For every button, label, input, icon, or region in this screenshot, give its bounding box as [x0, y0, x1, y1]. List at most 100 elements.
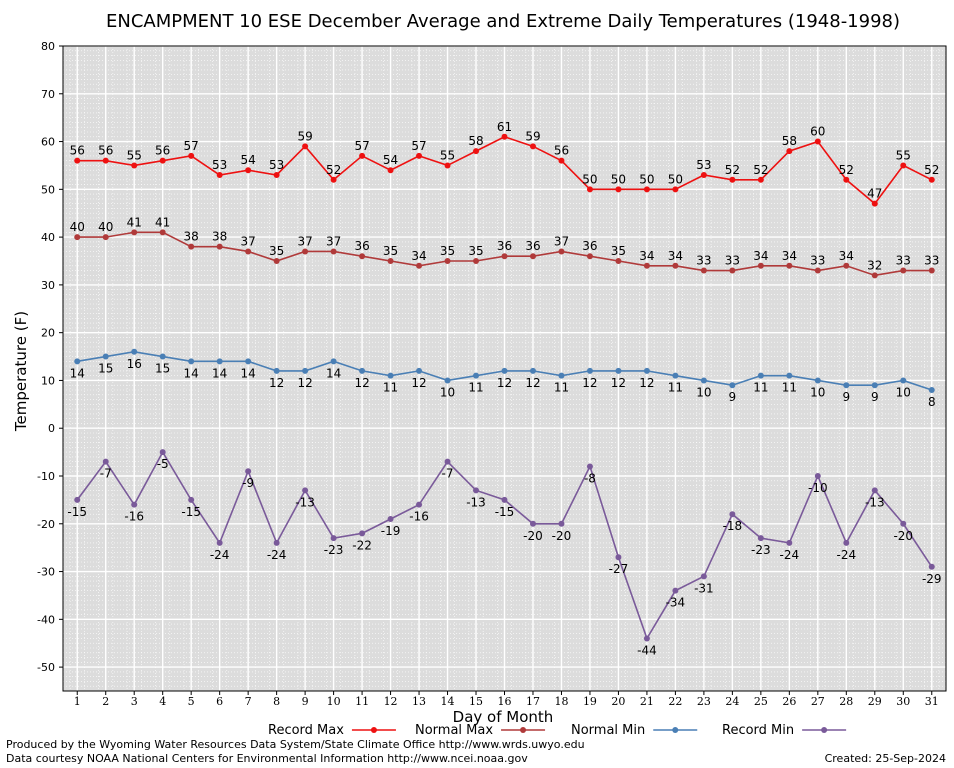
normal-min-data-label: 12 [497, 376, 512, 390]
legend-label: Normal Min [571, 723, 645, 738]
y-axis-label: Temperature (F) [12, 311, 30, 432]
x-tick-label: 7 [245, 695, 252, 708]
x-tick-label: 8 [273, 695, 280, 708]
normal-min-data-label: 12 [411, 376, 426, 390]
record-max-data-label: 50 [639, 172, 654, 186]
y-tick-label: -20 [37, 518, 55, 531]
record-max-point [444, 162, 451, 169]
record-min-data-label: -16 [409, 510, 429, 524]
record-min-point [814, 473, 821, 479]
normal-max-point [216, 243, 223, 250]
y-axis-ticks: 80 70 60 50 40 30 20 10 0 -10 -20 -30 -40 -50 [37, 40, 63, 674]
normal-min-point [302, 367, 309, 374]
normal-min-point [729, 382, 736, 389]
y-tick-label: 20 [41, 327, 55, 340]
normal-min-point [786, 372, 793, 379]
x-tick-label: 10 [327, 695, 341, 708]
y-tick-label: 10 [41, 374, 55, 387]
normal-min-point [102, 353, 109, 360]
normal-max-data-label: 33 [924, 254, 939, 268]
normal-max-point [928, 267, 935, 274]
normal-max-data-label: 41 [155, 215, 170, 229]
y-tick-label: -50 [37, 661, 55, 674]
y-tick-label: 60 [41, 136, 55, 149]
record-max-point [700, 172, 707, 178]
normal-max-data-label: 35 [383, 244, 398, 258]
normal-max-point [615, 258, 622, 264]
normal-max-data-label: 35 [611, 244, 626, 258]
record-max-point [330, 176, 337, 183]
record-max-point [643, 186, 650, 193]
record-min-point [102, 458, 109, 465]
x-tick-label: 3 [131, 695, 138, 708]
record-min-data-label: -10 [808, 481, 828, 495]
record-max-point [74, 157, 81, 164]
normal-max-point [871, 272, 878, 279]
normal-max-data-label: 34 [753, 249, 768, 263]
y-tick-label: 30 [41, 279, 55, 292]
normal-min-point [558, 372, 565, 379]
record-min-point [672, 587, 679, 594]
record-max-point [102, 157, 109, 164]
normal-min-data-label: 9 [842, 390, 850, 404]
normal-min-point [131, 348, 138, 355]
record-min-data-label: -27 [609, 562, 629, 576]
record-min-data-label: -44 [637, 643, 657, 657]
record-max-data-label: 52 [924, 163, 939, 177]
normal-max-data-label: 41 [127, 215, 142, 229]
normal-min-data-label: 11 [468, 381, 483, 395]
record-max-data-label: 50 [668, 172, 683, 186]
record-min-data-label: -24 [837, 548, 857, 562]
normal-max-data-label: 40 [70, 220, 85, 234]
x-axis-ticks: 1 2 3 4 5 6 7 8 9 10 11 12 13 14 15 16 17 18 19 20 21 22 23 24 2… [74, 691, 939, 708]
normal-min-point [928, 387, 935, 393]
x-tick-label: 21 [640, 695, 654, 708]
normal-max-data-label: 38 [212, 230, 227, 244]
legend-swatch-marker [370, 727, 377, 733]
record-min-data-label: -29 [922, 572, 942, 586]
normal-max-point [273, 258, 280, 264]
record-min-data-label: -20 [523, 529, 543, 543]
legend-swatch-marker [520, 727, 527, 733]
record-min-point [245, 468, 252, 475]
x-tick-label: 18 [554, 695, 568, 708]
legend-item-normal-max: Normal Max [415, 723, 546, 738]
record-min-point [900, 520, 907, 527]
normal-max-data-label: 37 [241, 234, 256, 248]
record-min-data-label: -5 [157, 457, 169, 471]
normal-max-data-label: 32 [867, 258, 882, 272]
record-max-point [729, 176, 736, 183]
record-min-data-label: -15 [67, 505, 87, 519]
normal-max-data-label: 33 [896, 254, 911, 268]
normal-min-series: 14 15 16 15 14 14 14 12 12 14 12 11 12 10 11 12 12 11 12 12… [70, 348, 936, 409]
normal-min-point [501, 367, 508, 374]
normal-max-data-label: 35 [269, 244, 284, 258]
normal-min-point [643, 367, 650, 374]
record-min-point [529, 520, 536, 527]
normal-min-data-label: 15 [155, 362, 170, 376]
normal-min-data-label: 10 [696, 385, 711, 399]
record-max-data-label: 47 [867, 187, 882, 201]
record-max-data-label: 56 [98, 144, 113, 158]
record-min-point [74, 496, 81, 503]
normal-min-data-label: 12 [269, 376, 284, 390]
x-tick-label: 23 [697, 695, 711, 708]
legend-swatch-marker [821, 727, 828, 733]
y-tick-label: -30 [37, 566, 55, 579]
record-min-data-label: -15 [495, 505, 515, 519]
normal-max-point [729, 267, 736, 274]
record-min-point [330, 535, 337, 542]
record-max-point [359, 152, 366, 159]
record-min-point [700, 573, 707, 580]
normal-max-point [330, 248, 337, 255]
normal-min-data-label: 14 [184, 366, 199, 380]
record-min-data-label: -13 [466, 495, 486, 509]
x-tick-label: 6 [216, 695, 223, 708]
record-max-point [843, 176, 850, 183]
record-max-data-label: 52 [839, 163, 854, 177]
normal-min-data-label: 9 [871, 390, 879, 404]
record-min-data-label: -13 [865, 495, 885, 509]
normal-min-point [757, 372, 764, 379]
record-min-data-label: -16 [124, 510, 144, 524]
record-min-point [359, 530, 366, 537]
